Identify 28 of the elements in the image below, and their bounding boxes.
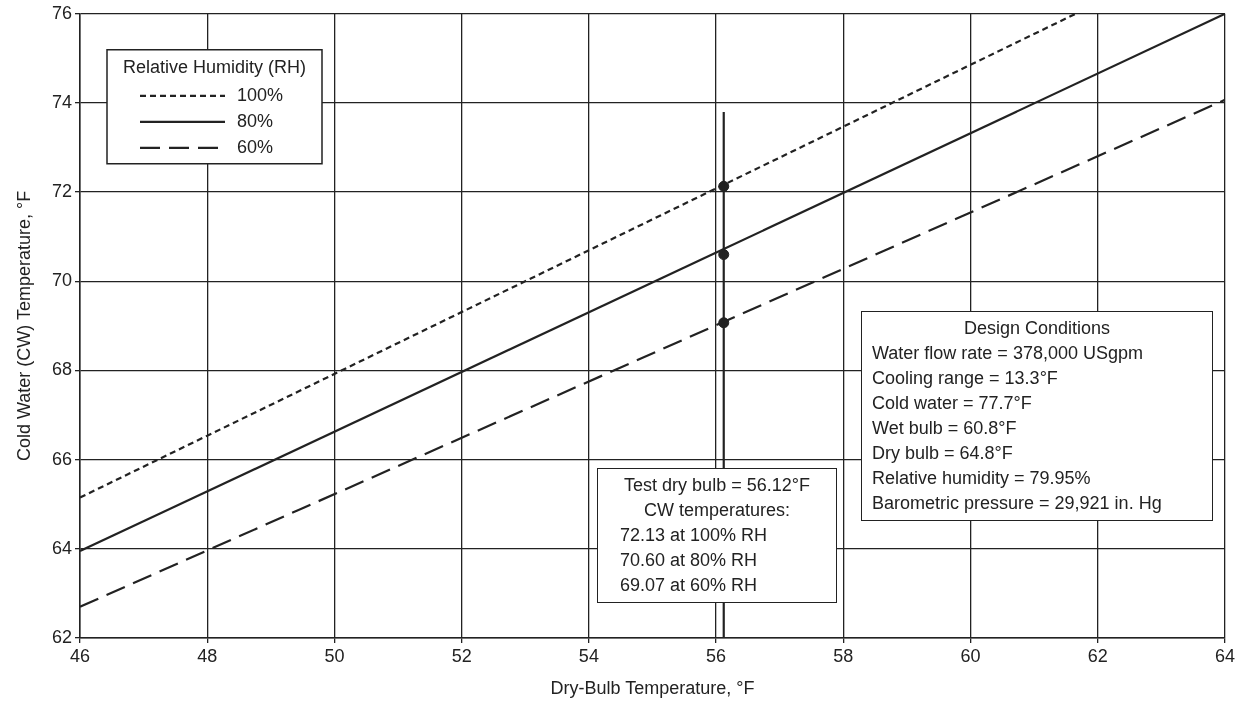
y-tick-label: 70 — [51, 270, 72, 291]
x-tick-label: 50 — [324, 645, 345, 666]
x-tick-label: 54 — [578, 645, 599, 666]
x-tick-label: 56 — [706, 645, 727, 666]
y-tick-label: 68 — [51, 359, 72, 380]
y-tick-label: 76 — [51, 2, 72, 23]
legend-label: 60% — [237, 136, 274, 157]
y-tick-label: 64 — [51, 537, 72, 558]
y-tick-label: 62 — [51, 626, 72, 647]
legend-title: Relative Humidity (RH) — [122, 56, 307, 77]
x-tick-label: 46 — [69, 645, 91, 666]
x-tick-label: 52 — [451, 645, 472, 666]
x-axis-title: Dry-Bulb Temperature, °F — [550, 678, 755, 699]
x-tick-label: 60 — [960, 645, 981, 666]
x-tick-label: 48 — [197, 645, 218, 666]
y-tick-label: 72 — [51, 181, 72, 202]
annotation: Design Conditions Water flow rate = 378,000 USgpm Cooling range = 13.3°F Cold water = 77.7°F Wet bulb = 60.8°F Dry bulb = 64.8°F Relative humidity = 79.95% Barometric pressure = 29,921 in. Hg — [872, 317, 1163, 515]
y-tick-label: 66 — [51, 448, 72, 469]
note-box: Test dry bulb = 56.12°F CW temperatures: 72.13 at 100% RH 70.60 at 80% RH 69.07 at 60% RH — [597, 468, 837, 603]
y-axis-title: Cold Water (CW) Temperature, °F — [13, 190, 34, 462]
x-tick-label: 62 — [1087, 645, 1108, 666]
note-box: Design Conditions Water flow rate = 378,000 USgpm Cooling range = 13.3°F Cold water = 77.7°F Wet bulb = 60.8°F Dry bulb = 64.8°F Relative humidity = 79.95% Barometric pressure = 29,921 in. Hg — [861, 311, 1213, 521]
x-tick-label: 64 — [1214, 645, 1235, 666]
annotation: Test dry bulb = 56.12°F CW temperatures: 72.13 at 100% RH 70.60 at 80% RH 69.07 at 60% RH — [619, 474, 811, 597]
x-tick-label: 58 — [833, 645, 854, 666]
legend-label: 80% — [237, 110, 274, 131]
legend-label: 100% — [237, 84, 284, 105]
y-tick-label: 74 — [51, 91, 72, 112]
